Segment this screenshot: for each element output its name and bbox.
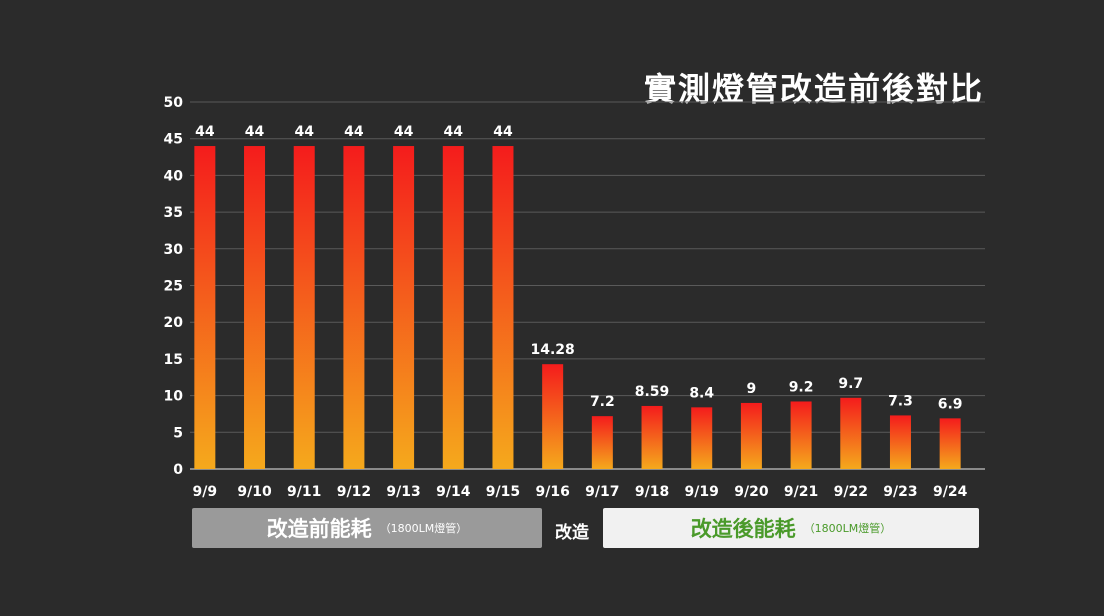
data-label: 44 xyxy=(344,124,364,140)
y-tick-label: 10 xyxy=(164,389,184,405)
y-tick-label: 40 xyxy=(164,168,184,184)
data-label: 9.2 xyxy=(789,379,814,395)
bar xyxy=(194,146,216,470)
x-tick-label: 9/16 xyxy=(535,484,569,500)
bar xyxy=(691,407,713,469)
y-tick-label: 5 xyxy=(173,425,183,441)
bar xyxy=(244,146,266,470)
x-tick-label: 9/13 xyxy=(386,484,420,500)
x-tick-label: 9/15 xyxy=(486,484,520,500)
bar xyxy=(293,146,315,470)
data-label: 8.4 xyxy=(689,385,714,401)
x-tick-label: 9/21 xyxy=(784,484,818,500)
x-tick-label: 9/18 xyxy=(635,484,669,500)
legend-after-label: 改造後能耗 xyxy=(690,517,796,541)
bar xyxy=(542,364,564,469)
y-tick-label: 20 xyxy=(164,315,184,331)
legend-before-box: 改造前能耗 （1800LM燈管） xyxy=(192,508,542,548)
bar xyxy=(939,418,961,469)
data-label: 44 xyxy=(444,124,464,140)
y-tick-label: 30 xyxy=(164,242,184,258)
bar xyxy=(442,146,464,470)
x-tick-label: 9/22 xyxy=(834,484,868,500)
bar xyxy=(641,405,663,469)
y-tick-label: 45 xyxy=(164,132,183,148)
data-label: 44 xyxy=(195,124,215,140)
x-tick-label: 9/12 xyxy=(337,484,371,500)
bar xyxy=(393,146,415,470)
legend-middle-label: 改造 xyxy=(555,523,589,543)
bars xyxy=(194,146,961,470)
bar xyxy=(740,402,762,469)
bar xyxy=(492,146,514,470)
y-tick-label: 35 xyxy=(164,205,183,221)
x-tick-label: 9/24 xyxy=(933,484,968,500)
data-label: 9 xyxy=(747,381,757,397)
data-label: 44 xyxy=(245,124,265,140)
legend-before-label: 改造前能耗 xyxy=(266,517,372,541)
x-tick-label: 9/20 xyxy=(734,484,769,500)
x-tick-label: 9/11 xyxy=(287,484,321,500)
data-label: 6.9 xyxy=(938,396,963,412)
bar xyxy=(790,401,812,469)
data-label: 44 xyxy=(294,124,314,140)
x-tick-label: 9/17 xyxy=(585,484,619,500)
legend-before-sub: （1800LM燈管） xyxy=(379,522,468,535)
bar xyxy=(840,397,862,469)
x-tick-label: 9/9 xyxy=(193,484,218,500)
bar xyxy=(343,146,365,470)
legend-after-sub: （1800LM燈管） xyxy=(803,522,892,535)
data-label: 7.2 xyxy=(590,394,615,410)
data-label: 9.7 xyxy=(838,376,863,392)
bar xyxy=(889,415,911,469)
bar xyxy=(591,416,613,469)
data-label: 44 xyxy=(493,124,513,140)
data-label: 44 xyxy=(394,124,414,140)
grid-layer xyxy=(190,101,985,470)
legend-after-box: 改造後能耗 （1800LM燈管） xyxy=(603,508,979,548)
y-tick-label: 25 xyxy=(164,279,183,295)
data-label: 8.59 xyxy=(635,384,670,400)
data-label: 14.28 xyxy=(531,342,575,358)
y-tick-label: 0 xyxy=(173,462,183,478)
x-tick-label: 9/23 xyxy=(883,484,917,500)
x-axis: 9/9 9/10 9/11 9/12 9/13 9/14 9/15 9/16 9/17 9/18 9… xyxy=(193,484,968,500)
y-axis: 0 5 10 15 20 25 30 35 40 45 50 xyxy=(164,95,184,478)
x-tick-label: 9/10 xyxy=(237,484,272,500)
y-tick-label: 50 xyxy=(164,95,184,111)
y-tick-label: 15 xyxy=(164,352,183,368)
x-tick-label: 9/19 xyxy=(685,484,719,500)
data-labels: 44 44 44 44 44 44 44 14.28 7.2 8.59 8.4 9 9.2 9.7 7.3 6… xyxy=(195,124,962,412)
x-tick-label: 9/14 xyxy=(436,484,471,500)
data-label: 7.3 xyxy=(888,393,913,409)
